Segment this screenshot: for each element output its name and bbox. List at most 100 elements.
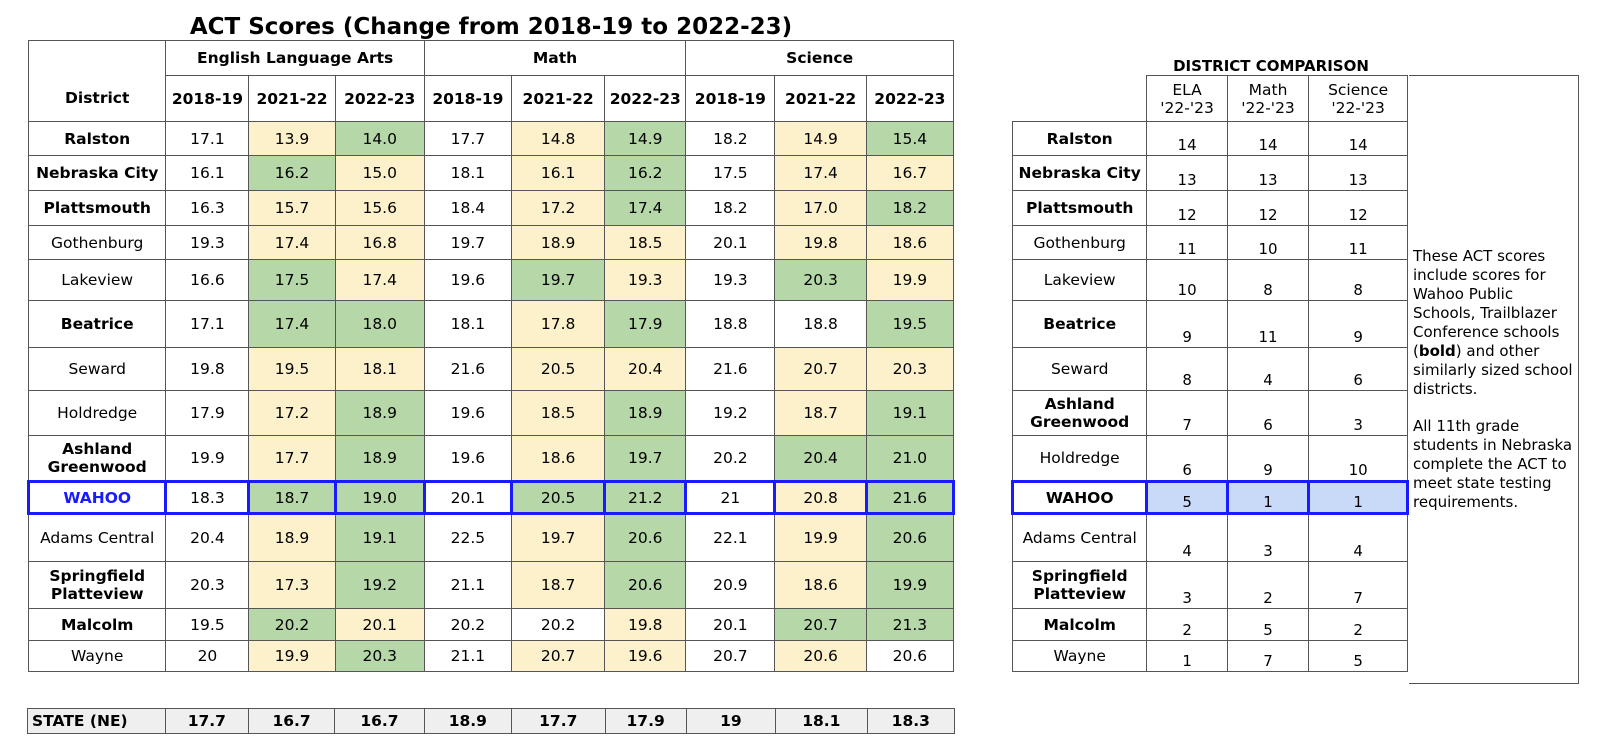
score-cell: 14.9 [604,121,687,156]
district-name: Malcolm [27,608,167,641]
score-cell: 21.0 [865,435,955,482]
table-row: Ralston 17.1 13.9 14.0 17.7 14.8 14.9 18.2 14.9 1… [27,121,955,156]
score-cell: 20.7 [685,640,776,672]
table-row: Springfield Platteview 20.3 17.3 19.2 21.1 18… [27,561,955,609]
comparison-header: Science '22-'23 [1308,75,1408,122]
score-cell: 15.0 [334,155,425,191]
score-cell: 18.2 [685,190,776,226]
score-cell: 22.5 [423,513,512,562]
comparison-header-text: ELA '22-'23 [1160,80,1214,117]
rank-cell: 10 [1146,259,1228,301]
rank-cell: 14 [1308,121,1408,156]
state-value: 19 [685,708,777,734]
score-cell: 17.1 [165,121,250,156]
score-cell: 19.7 [510,513,606,562]
table-row: Seward 19.8 19.5 18.1 21.6 20.5 20.4 21.6 20.7 20… [27,347,955,391]
rank-cell: 2 [1226,561,1310,609]
score-cell: 19.2 [685,390,776,436]
score-cell: 17.5 [685,155,776,191]
score-cell: 18.9 [248,513,336,562]
score-cell: 22.1 [685,513,776,562]
score-cell: 18.9 [334,435,425,482]
score-cell: 19.9 [865,561,955,609]
table-row: Adams Central 20.4 18.9 19.1 22.5 19.7 20.6 22.… [27,513,955,562]
rank-cell: 6 [1308,347,1408,391]
score-cell: 20.3 [865,347,955,391]
score-cell: 20.6 [865,513,955,562]
score-cell: 15.4 [865,121,955,156]
rank-cell: 1 [1307,480,1409,515]
score-cell: 19.3 [685,259,776,301]
comparison-district-name: Malcolm [1011,608,1148,641]
district-name: Springfield Platteview [27,561,167,609]
score-cell: 17.4 [774,155,867,191]
score-cell: 18.1 [334,347,425,391]
year-header: 2018-19 [685,75,776,122]
score-cell: 20.7 [774,608,867,641]
score-cell: 18.2 [865,190,955,226]
rank-cell: 14 [1226,121,1310,156]
district-name: WAHOO [26,480,168,515]
rank-cell: 3 [1308,390,1408,436]
score-cell: 19.1 [865,390,955,436]
comparison-row: Nebraska City 13 13 13 [1011,155,1408,191]
score-cell: 21 [684,480,777,515]
comparison-district-name: Springfield Platteview [1011,561,1148,609]
score-cell: 19.7 [604,435,687,482]
score-cell: 20.1 [685,225,776,260]
comparison-district-name: Seward [1011,347,1148,391]
comparison-row: Lakeview 10 8 8 [1011,259,1408,301]
table-row: Lakeview 16.6 17.5 17.4 19.6 19.7 19.3 19.3 20.3… [27,259,955,301]
year-header: 2018-19 [423,75,512,122]
score-cell: 19.6 [423,390,512,436]
comparison-header-text: Science '22-'23 [1328,80,1389,117]
year-header: 2021-22 [248,75,336,122]
score-cell: 18.7 [510,561,606,609]
rank-cell: 4 [1226,347,1310,391]
district-comparison-table: ELA '22-'23 Math '22-'23 Science '22-'23… [1010,75,1409,672]
score-cell: 18.3 [164,480,251,515]
score-cell: 18.4 [423,190,512,226]
rank-cell: 4 [1146,513,1228,562]
score-cell: 21.3 [865,608,955,641]
comparison-row: Plattsmouth 12 12 12 [1011,190,1408,226]
score-cell: 18.7 [774,390,867,436]
page-title: ACT Scores (Change from 2018-19 to 2022-… [189,14,793,40]
comparison-row: Springfield Platteview 3 2 7 [1011,561,1408,609]
score-cell: 20.4 [774,435,867,482]
comparison-district-name: Gothenburg [1011,225,1148,260]
state-value: 18.3 [866,708,956,734]
rank-cell: 6 [1226,390,1310,436]
rank-cell: 11 [1226,300,1310,348]
score-cell: 21.1 [423,640,512,672]
rank-cell: 9 [1226,435,1310,482]
score-cell: 19.7 [510,259,606,301]
state-value: 16.7 [247,708,336,734]
score-cell: 20.6 [604,561,687,609]
state-value: 18.9 [423,708,513,734]
note-text-part: These ACT scores include scores for Waho… [1413,247,1560,360]
score-cell: 16.7 [865,155,955,191]
state-value: 17.9 [604,708,687,734]
district-name: Wayne [27,640,167,672]
table-row: Plattsmouth 16.3 15.7 15.6 18.4 17.2 17.4 18.2 1… [27,190,955,226]
rank-cell: 4 [1308,513,1408,562]
rank-cell: 7 [1226,640,1310,672]
rank-cell: 12 [1226,190,1310,226]
note-paragraph: These ACT scores include scores for Waho… [1413,247,1579,399]
score-cell: 17.3 [248,561,336,609]
district-header: District [27,75,167,122]
rank-cell: 13 [1146,155,1228,191]
score-cell: 17.8 [510,300,606,348]
district-name: Gothenburg [27,225,167,260]
score-cell: 16.1 [165,155,250,191]
score-cell: 18.5 [604,225,687,260]
district-name: Beatrice [27,300,167,348]
comparison-row: Seward 8 4 6 [1011,347,1408,391]
score-cell: 20.4 [165,513,250,562]
comparison-row: Wayne 1 7 5 [1011,640,1408,672]
comparison-district-name: Holdredge [1011,435,1148,482]
rank-cell: 7 [1308,561,1408,609]
district-name: Nebraska City [27,155,167,191]
score-cell: 19.6 [423,259,512,301]
